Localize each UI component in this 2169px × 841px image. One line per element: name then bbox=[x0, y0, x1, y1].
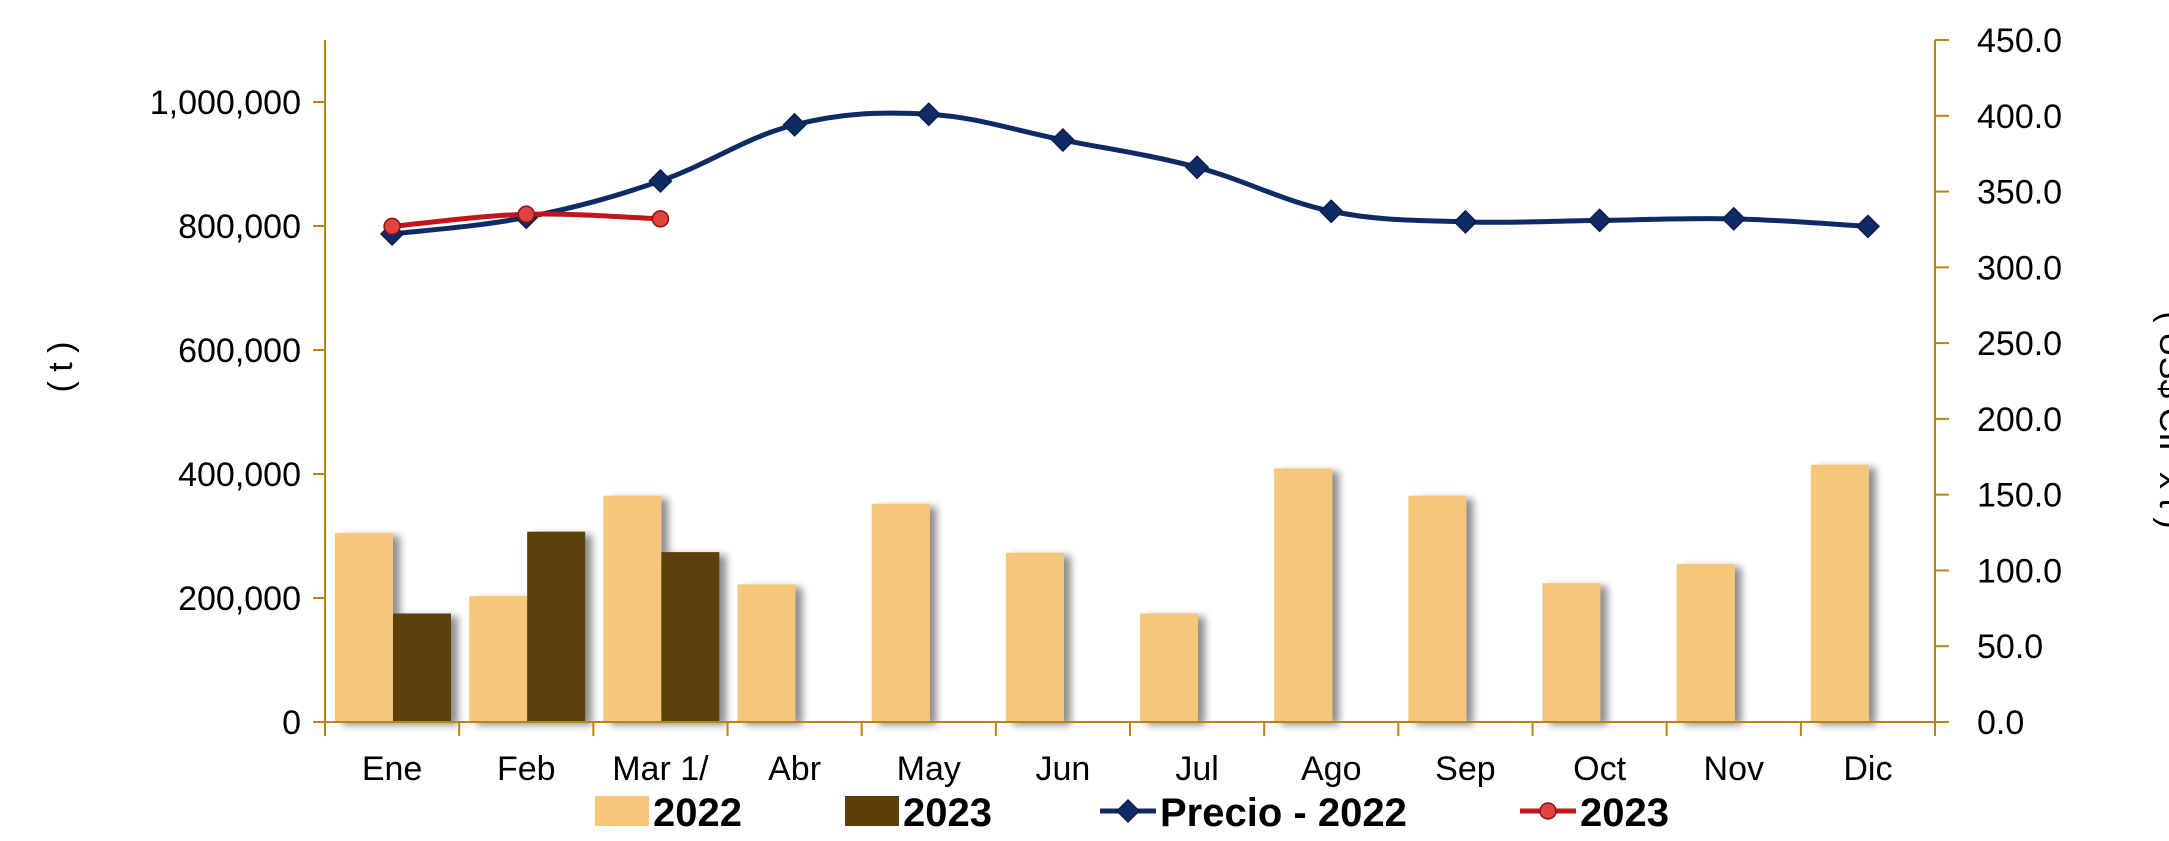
y2-tick-label: 100.0 bbox=[1977, 552, 2062, 590]
x-tick-label: Ene bbox=[362, 750, 423, 788]
y-tick-label: 0 bbox=[282, 704, 301, 742]
point-2023-0 bbox=[383, 217, 401, 236]
x-tick-label: Nov bbox=[1704, 750, 1764, 788]
y2-tick-label: 350.0 bbox=[1977, 174, 2062, 212]
x-tick-label: Jun bbox=[1036, 750, 1091, 788]
bar-2022-1 bbox=[469, 596, 528, 722]
point-precio-2022-3 bbox=[782, 112, 807, 137]
y-tick-label: 200,000 bbox=[178, 580, 301, 618]
y2-tick-label: 300.0 bbox=[1977, 249, 2062, 287]
bar-2022-6 bbox=[1140, 613, 1198, 722]
bar-2022-10 bbox=[1676, 563, 1735, 722]
y-tick-label: 600,000 bbox=[178, 332, 301, 370]
legend: 2022 2023 Precio - 2022 2023 bbox=[595, 791, 1669, 835]
ticks-layer: 0 200,000 400,000 600,000 800,000 1,000,000 0.… bbox=[150, 22, 2062, 788]
x-tick-label: Ago bbox=[1301, 750, 1362, 788]
y-tick-label: 800,000 bbox=[178, 208, 301, 246]
x-tick-label: Abr bbox=[768, 750, 821, 788]
line-precio-2022 bbox=[391, 110, 1869, 237]
point-precio-2022-2 bbox=[648, 168, 673, 194]
point-precio-2022-8 bbox=[1453, 209, 1478, 234]
point-precio-2022-6 bbox=[1185, 155, 1210, 180]
legend-label: 2022 bbox=[653, 791, 742, 835]
x-tick-label: Jul bbox=[1175, 750, 1218, 788]
legend-swatch-2023 bbox=[845, 796, 899, 826]
y-tick-label: 400,000 bbox=[178, 456, 301, 494]
point-precio-2022-9 bbox=[1587, 208, 1612, 233]
point-precio-2022-7 bbox=[1319, 199, 1344, 224]
y2-tick-label: 400.0 bbox=[1977, 98, 2062, 136]
point-precio-2022-11 bbox=[1855, 214, 1880, 239]
point-precio-2022-10 bbox=[1721, 206, 1746, 231]
legend-label: 2023 bbox=[903, 791, 992, 835]
point-2023-2 bbox=[651, 210, 670, 228]
bar-2023-2 bbox=[661, 552, 720, 722]
bar-2023-0 bbox=[393, 613, 451, 722]
x-tick-label: Mar 1/ bbox=[612, 750, 709, 788]
y2-tick-label: 250.0 bbox=[1977, 325, 2062, 363]
bar-2022-0 bbox=[335, 532, 393, 722]
legend-swatch-2022 bbox=[595, 796, 649, 826]
y2-axis-title: ( US$ CIF x t ) bbox=[2152, 311, 2169, 528]
y2-tick-label: 200.0 bbox=[1977, 401, 2062, 439]
bar-2022-4 bbox=[871, 503, 930, 722]
x-tick-label: Oct bbox=[1573, 750, 1626, 788]
x-tick-label: Sep bbox=[1435, 750, 1496, 788]
bar-2022-2 bbox=[603, 495, 662, 722]
lines-layer bbox=[380, 102, 1880, 247]
bar-2022-7 bbox=[1274, 468, 1333, 722]
y2-tick-label: 150.0 bbox=[1977, 477, 2062, 515]
y-axis-title: ( t ) bbox=[42, 342, 80, 393]
bar-2022-11 bbox=[1810, 464, 1869, 722]
bars-layer bbox=[335, 464, 1869, 722]
bar-2022-9 bbox=[1542, 583, 1601, 722]
y2-tick-label: 450.0 bbox=[1977, 22, 2062, 60]
bar-2022-5 bbox=[1005, 552, 1064, 722]
legend-marker-2023 bbox=[1539, 802, 1557, 820]
x-tick-label: May bbox=[897, 750, 961, 788]
x-tick-label: Dic bbox=[1843, 750, 1892, 788]
point-precio-2022-5 bbox=[1050, 127, 1075, 153]
point-2023-1 bbox=[517, 205, 535, 224]
y2-tick-label: 0.0 bbox=[1977, 704, 2024, 742]
y-tick-label: 1,000,000 bbox=[150, 84, 301, 122]
bar-2022-8 bbox=[1408, 495, 1467, 722]
bar-2022-3 bbox=[737, 584, 796, 722]
legend-label: 2023 bbox=[1580, 791, 1669, 835]
bar-2023-1 bbox=[527, 531, 586, 722]
x-tick-label: Feb bbox=[497, 750, 556, 788]
point-precio-2022-4 bbox=[916, 102, 941, 127]
legend-label: Precio - 2022 bbox=[1160, 791, 1407, 835]
y2-tick-label: 50.0 bbox=[1977, 628, 2043, 666]
legend-marker-precio-2022 bbox=[1115, 798, 1141, 824]
